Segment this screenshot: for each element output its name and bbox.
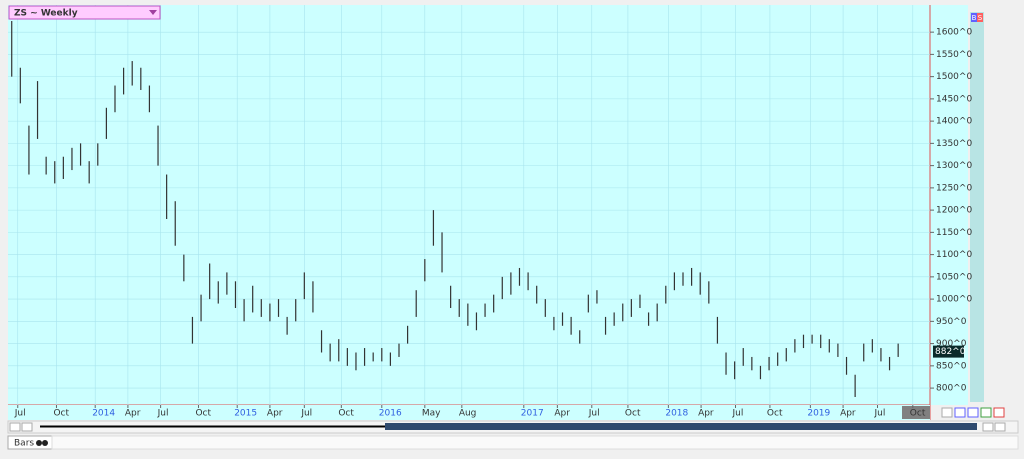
x-tick-label: Jul <box>14 409 26 419</box>
x-tick-label: Apr <box>125 409 141 419</box>
y-tick-label: 1050^0 <box>936 272 972 282</box>
x-tick-label: Apr <box>554 409 570 419</box>
y-tick-label: 1250^0 <box>936 183 972 193</box>
symbol-box[interactable] <box>8 5 161 20</box>
x-tick-label: 2017 <box>521 409 544 419</box>
y-tick-label: 1100^0 <box>936 250 972 260</box>
dropdown-arrow[interactable] <box>149 10 157 15</box>
scroll-thumb[interactable] <box>385 423 977 430</box>
scroll-start[interactable] <box>9 422 21 432</box>
x-tick-label: Oct <box>767 409 783 419</box>
date-highlight <box>902 406 930 419</box>
tool-button[interactable] <box>941 407 953 418</box>
y-tick-label: 1550^0 <box>936 50 972 60</box>
bars <box>11 21 899 397</box>
x-tick-label: Oct <box>195 409 211 419</box>
x-tick-label: 2019 <box>807 409 830 419</box>
x-tick-label: Aug <box>459 409 477 419</box>
x-tick-label: Oct <box>338 409 354 419</box>
y-tick-label: 1350^0 <box>936 139 972 149</box>
x-tick-label: Jul <box>588 409 600 419</box>
tool-button[interactable] <box>993 407 1005 418</box>
x-tick-label: Oct <box>53 409 69 419</box>
plot-area <box>8 5 930 405</box>
x-tick-label: Apr <box>840 409 856 419</box>
side-panel <box>970 12 984 402</box>
buy-button[interactable] <box>971 13 977 22</box>
y-tick-label: 1450^0 <box>936 94 972 104</box>
tool-button[interactable] <box>967 407 979 418</box>
y-tick-label: 1150^0 <box>936 228 972 238</box>
y-tick-label: 1400^0 <box>936 117 972 127</box>
x-tick-label: Jul <box>157 409 169 419</box>
x-tick-label: Oct <box>910 409 926 419</box>
x-tick-label: 2014 <box>92 409 115 419</box>
sell-label: S <box>978 14 983 22</box>
x-tick-label: 2015 <box>234 409 257 419</box>
tool-button[interactable] <box>980 407 992 418</box>
y-tick-label: 1300^0 <box>936 161 972 171</box>
y-tick-label: 1500^0 <box>936 72 972 82</box>
y-tick-label: 800^0 <box>936 384 967 394</box>
buy-label: B <box>972 14 977 22</box>
x-tick-label: May <box>422 409 441 419</box>
y-tick-label: 850^0 <box>936 361 967 371</box>
x-tick-label: Jul <box>874 409 886 419</box>
y-tick-label: 1000^0 <box>936 295 972 305</box>
scroll-end[interactable] <box>994 422 1006 432</box>
y-tick-label: 950^0 <box>936 317 967 327</box>
x-tick-label: 2016 <box>379 409 402 419</box>
x-tick-label: Apr <box>267 409 283 419</box>
tool-button[interactable] <box>954 407 966 418</box>
y-tick-label: 900^0 <box>936 339 967 349</box>
symbol-title: ZS ~ Weekly <box>14 9 78 19</box>
x-tick-label: Oct <box>625 409 641 419</box>
last-price-box <box>933 345 964 358</box>
y-tick-label: 1600^0 <box>936 28 972 38</box>
sell-button[interactable] <box>977 13 983 22</box>
bars-tab-label: Bars <box>14 439 34 449</box>
x-tick-label: Jul <box>732 409 744 419</box>
tab-strip <box>51 435 1019 450</box>
tab-icon <box>42 440 48 446</box>
tab-icon <box>36 440 42 446</box>
x-tick-label: 2018 <box>665 409 688 419</box>
y-tick-label: 1200^0 <box>936 206 972 216</box>
x-tick-label: Apr <box>698 409 714 419</box>
date-axis-area <box>8 405 930 420</box>
scroll-left[interactable] <box>21 422 33 432</box>
last-price-label: 882^0 <box>935 347 966 357</box>
x-tick-label: Jul <box>300 409 312 419</box>
price-axis-area <box>930 5 968 405</box>
grid <box>8 5 930 405</box>
scroll-right[interactable] <box>982 422 994 432</box>
